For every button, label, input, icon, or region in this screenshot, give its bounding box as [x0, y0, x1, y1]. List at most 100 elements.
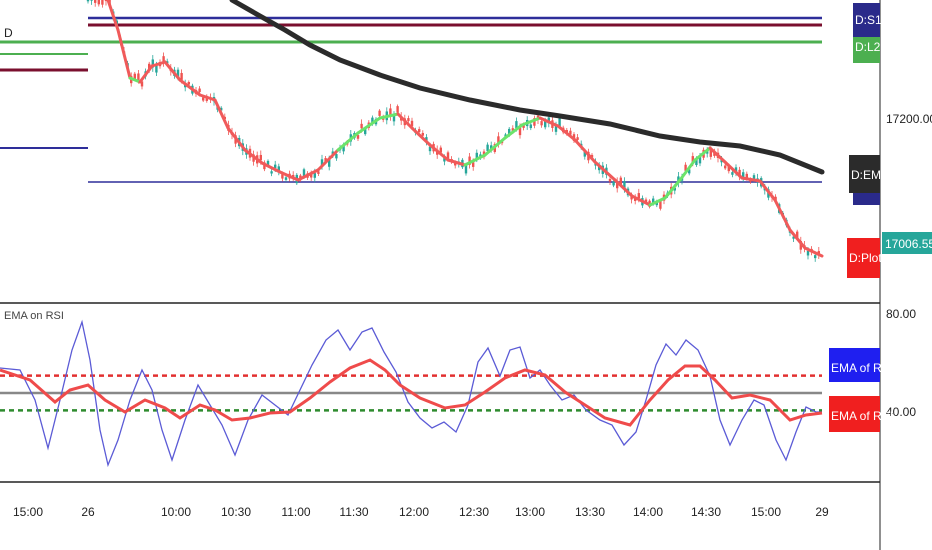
candle: [356, 135, 360, 139]
candle: [598, 165, 601, 171]
plot-segment: [213, 98, 230, 130]
plot-segment: [396, 112, 414, 130]
rsi-ema-badge-blue-bg: [829, 348, 880, 382]
candle: [86, 0, 90, 2]
x-tick-label: 12:30: [459, 505, 489, 519]
candle: [504, 134, 507, 137]
x-tick-label: 13:30: [575, 505, 605, 519]
plot-segment: [316, 148, 340, 172]
candle: [270, 171, 273, 174]
candle: [187, 82, 190, 85]
candle: [544, 119, 547, 128]
candle: [508, 128, 511, 136]
osc-tick-80: 80.00: [886, 307, 916, 321]
candle: [673, 187, 676, 191]
candle: [292, 174, 295, 178]
x-tick-label: 11:30: [339, 505, 368, 519]
candle: [421, 132, 424, 136]
candle: [698, 155, 702, 164]
candle: [688, 169, 691, 174]
plot-segment: [410, 126, 432, 147]
plot-segment: [573, 138, 597, 164]
candle: [396, 106, 399, 113]
candle: [328, 159, 331, 167]
candle: [583, 151, 586, 157]
candle: [745, 173, 748, 179]
last-price-bg: [882, 232, 932, 254]
plot-segment: [483, 136, 507, 157]
last-price-badge: 17006.55: [882, 232, 932, 254]
candle: [313, 173, 316, 178]
candle: [630, 196, 633, 200]
candle: [443, 158, 446, 162]
candle: [302, 169, 306, 178]
rsi-ema-badge-red-bg: [829, 396, 880, 432]
candle: [727, 165, 730, 172]
ema-line: [229, 0, 825, 175]
plot-segment: [150, 60, 167, 68]
candle: [752, 175, 756, 181]
candle: [464, 164, 468, 174]
x-axis: 15:00 26 10:00 10:30 11:00 11:30 12:00 12:30 13:…: [13, 505, 829, 519]
candle: [392, 115, 396, 122]
plot-segment: [520, 116, 542, 127]
candle: [104, 0, 108, 2]
candle: [162, 56, 165, 63]
candle: [454, 163, 457, 166]
candle: [734, 167, 738, 174]
plot-segment: [336, 131, 360, 152]
candle: [428, 146, 432, 152]
plot-segment: [708, 146, 727, 164]
candle: [558, 118, 561, 128]
candle: [706, 150, 709, 154]
candle: [515, 121, 518, 129]
l2-badge-bg: [853, 37, 880, 63]
x-tick-label: 14:30: [691, 505, 721, 519]
candle: [569, 130, 572, 135]
candle: [468, 156, 471, 165]
plot-segment: [378, 112, 400, 120]
candles: [86, 0, 820, 262]
candle: [439, 147, 442, 153]
candle: [490, 145, 493, 149]
rsi-line: [0, 319, 822, 468]
candle: [529, 124, 532, 129]
s1-badge-bg: [853, 3, 880, 37]
candle: [180, 72, 183, 80]
plot-segment: [296, 168, 320, 182]
candle: [342, 145, 345, 152]
plot-segment: [538, 116, 560, 128]
ema-badge: D:EMA: [849, 155, 889, 205]
candle: [266, 160, 270, 166]
candle: [198, 88, 201, 93]
plot-segment: [243, 148, 264, 165]
candle: [360, 123, 363, 129]
plot-segment: [163, 60, 182, 82]
rsi-ema-line: [0, 358, 823, 427]
candle: [637, 193, 640, 199]
candle: [418, 129, 421, 133]
candle: [792, 236, 795, 239]
x-tick-label: 15:00: [751, 505, 781, 519]
candle: [137, 73, 140, 81]
x-tick-label: 11:00: [281, 505, 310, 519]
rsi-ema-badge-red: EMA of RSI: [829, 396, 893, 432]
candle: [475, 152, 478, 159]
candle: [533, 118, 536, 126]
candle: [659, 200, 662, 209]
candle: [284, 177, 288, 180]
plot-badge: D:Plot: [847, 238, 882, 278]
candle: [522, 124, 525, 128]
candle: [616, 181, 619, 189]
candle: [644, 199, 648, 203]
candle: [140, 81, 144, 87]
candle: [176, 69, 180, 78]
candle: [407, 118, 410, 121]
candle: [155, 65, 158, 73]
candle: [259, 154, 262, 161]
plot-segment: [116, 28, 132, 80]
plot-segment: [693, 146, 712, 162]
plot-segment: [803, 246, 824, 258]
s1-badge-text: D:S1: [855, 13, 882, 27]
